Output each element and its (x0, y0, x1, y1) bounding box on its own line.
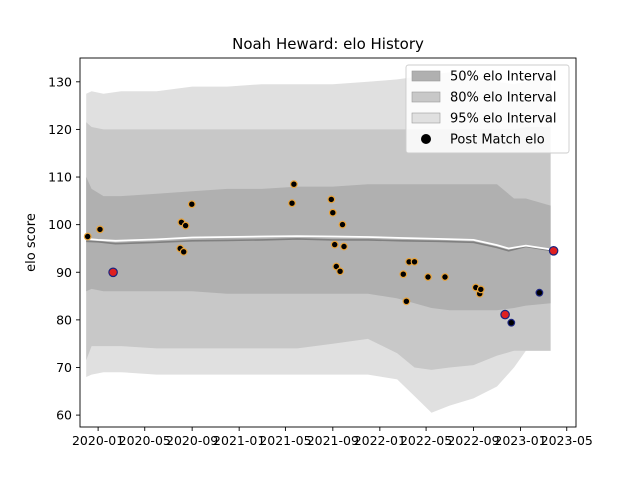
data-point (338, 220, 347, 229)
x-tick-label: 2022-05 (400, 433, 452, 448)
data-point (424, 273, 432, 281)
legend-swatch (411, 91, 441, 103)
y-tick-label: 60 (56, 408, 72, 423)
y-tick-label: 80 (56, 312, 72, 327)
plot-frame (79, 57, 577, 428)
data-point (288, 199, 296, 208)
data-point (340, 242, 348, 251)
data-point (441, 273, 449, 281)
data-point (330, 240, 339, 249)
x-tick-label: 2020-09 (166, 433, 218, 448)
confidence-bands (86, 72, 551, 413)
data-point (181, 221, 190, 230)
x-tick-label: 2022-01 (354, 433, 406, 448)
mean-elo-line (86, 238, 551, 252)
data-point (535, 288, 544, 297)
legend-label: 80% elo Interval (450, 91, 557, 106)
y-tick-label: 100 (48, 217, 72, 232)
data-point (399, 270, 408, 279)
legend-swatch (411, 70, 441, 82)
data-point (507, 318, 516, 327)
legend-label: 50% elo Interval (450, 70, 557, 85)
x-tick-label: 2021-05 (259, 433, 311, 448)
data-point (290, 180, 298, 189)
data-point (328, 208, 337, 217)
x-tick-label: 2020-01 (72, 433, 124, 448)
legend-label: 95% elo Interval (450, 112, 557, 127)
data-point (410, 257, 419, 266)
x-tick-label: 2021-01 (213, 433, 265, 448)
x-tick-label: 2020-05 (119, 433, 171, 448)
legend-swatch (411, 112, 441, 124)
legend-marker (421, 134, 431, 144)
data-point (179, 247, 188, 256)
x-tick-label: 2022-09 (447, 433, 499, 448)
chart-title: Noah Heward: elo History (232, 35, 424, 53)
data-point (83, 232, 92, 241)
legend: 50% elo Interval 80% elo Interval 95% elo … (405, 64, 570, 154)
y-tick-label: 120 (48, 122, 72, 137)
x-tick-label: 2023-01 (494, 433, 546, 448)
data-point (500, 309, 510, 320)
trend-lines (86, 235, 551, 252)
legend-label: Post Match elo (450, 133, 545, 148)
x-tick-label: 2023-05 (541, 433, 593, 448)
data-point (476, 285, 485, 294)
y-tick-label: 70 (56, 360, 72, 375)
y-tick-label: 90 (56, 265, 72, 280)
band-50 (86, 177, 551, 311)
y-axis: 60 70 80 90 100 110 120 130 (48, 74, 80, 423)
post-match-points (83, 180, 559, 327)
data-point (96, 225, 104, 234)
x-axis: 2020-012020-052020-092021-012021-052021-… (72, 427, 593, 448)
y-tick-label: 130 (48, 74, 72, 89)
data-point (548, 246, 559, 256)
legend-box (405, 64, 570, 154)
y-axis-label: elo score (24, 213, 39, 272)
data-point (327, 195, 336, 204)
data-point (336, 267, 345, 276)
data-point (187, 200, 196, 209)
median-elo-line (86, 235, 551, 251)
data-point (402, 297, 411, 306)
y-tick-label: 110 (48, 170, 72, 185)
x-tick-label: 2021-09 (307, 433, 359, 448)
data-point (108, 267, 118, 278)
